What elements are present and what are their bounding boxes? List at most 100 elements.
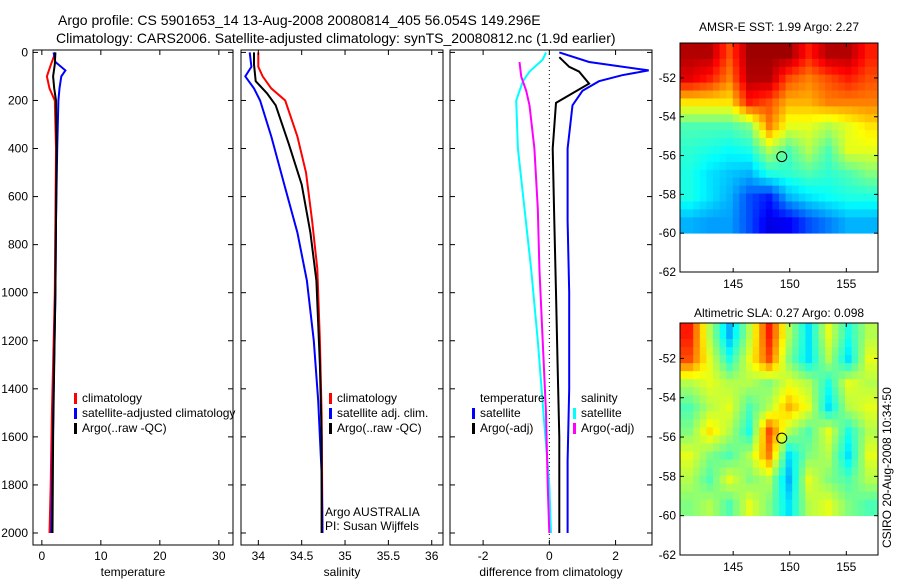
heatmap-cell: [765, 98, 773, 107]
heatmap-cell: [838, 379, 846, 388]
heatmap-cell: [732, 66, 740, 76]
heatmap-cell: [825, 499, 833, 509]
heatmap-cell: [831, 58, 839, 68]
heatmap-cell: [759, 379, 767, 388]
legend-swatch-black: [472, 423, 475, 434]
heatmap-cell: [845, 435, 852, 444]
heatmap-cell: [858, 58, 866, 68]
heatmap-cell: [851, 355, 859, 364]
heatmap-cell: [772, 451, 780, 460]
heatmap-cell: [765, 467, 773, 476]
heatmap-cell: [772, 419, 780, 428]
heatmap-cell: [713, 185, 720, 194]
heatmap-cell: [805, 74, 813, 84]
heatmap-cell: [732, 201, 740, 210]
heatmap-cell: [871, 146, 879, 155]
heatmap-cell: [746, 491, 753, 501]
heatmap-cell: [779, 475, 786, 484]
heatmap-cell: [818, 339, 826, 348]
heatmap-cell: [864, 507, 872, 517]
heatmap-cell: [732, 475, 740, 484]
heatmap-cell: [739, 395, 747, 404]
heatmap-cell: [739, 225, 747, 234]
heatmap-cell: [812, 161, 819, 171]
heatmap-cell: [693, 209, 701, 218]
heatmap-cell: [772, 403, 780, 412]
heatmap-cell: [686, 331, 694, 340]
heatmap-cell: [680, 507, 687, 517]
series-line-blue: [558, 51, 649, 533]
heatmap-cell: [765, 323, 773, 332]
heatmap-cell: [739, 435, 747, 444]
heatmap-cell: [779, 43, 786, 52]
heatmap-cell: [779, 339, 786, 348]
heatmap-cell: [732, 177, 740, 187]
heatmap-cell: [825, 201, 833, 210]
heatmap-cell: [845, 114, 852, 123]
heatmap-cell: [772, 50, 780, 60]
heatmap-cell: [792, 403, 800, 412]
heatmap-cell: [699, 209, 707, 218]
heatmap-cell: [858, 403, 866, 412]
heatmap-cell: [831, 161, 839, 171]
heatmap-cell: [706, 387, 714, 396]
heatmap-cell: [765, 347, 773, 356]
heatmap-cell: [792, 185, 800, 194]
heatmap-cell: [765, 475, 773, 484]
heatmap-cell: [739, 177, 747, 187]
heatmap-cell: [759, 74, 767, 84]
heatmap-cell: [851, 507, 859, 517]
heatmap-cell: [746, 435, 753, 444]
heatmap-cell: [825, 106, 833, 115]
heatmap-cell: [825, 138, 833, 147]
heatmap-cell: [851, 331, 859, 340]
heatmap-cell: [779, 98, 786, 107]
heatmap-cell: [759, 355, 767, 364]
heatmap-cell: [871, 379, 879, 388]
heatmap-cell: [871, 185, 879, 194]
heatmap-cell: [805, 491, 813, 501]
heatmap-cell: [732, 193, 740, 202]
legend-swatch-blue: [472, 408, 475, 419]
heatmap-cell: [838, 98, 846, 107]
heatmap-cell: [752, 435, 760, 444]
heatmap-cell: [812, 443, 819, 452]
heatmap-cell: [772, 217, 780, 226]
heatmap-cell: [759, 443, 767, 452]
heatmap-cell: [706, 435, 714, 444]
heatmap-cell: [699, 379, 707, 388]
x-tick-label: 10: [94, 549, 108, 563]
heatmap-cell: [792, 74, 800, 84]
heatmap-cell: [699, 193, 707, 202]
heatmap-cell: [699, 411, 707, 420]
heatmap-cell: [752, 217, 760, 226]
heatmap-cell: [825, 66, 833, 76]
y-tick-label: 1400: [1, 382, 28, 396]
map-frame: [679, 42, 879, 273]
heatmap-cell: [699, 217, 707, 226]
heatmap-cell: [732, 138, 740, 147]
heatmap-cell: [864, 146, 872, 155]
heatmap-cell: [831, 347, 839, 356]
heatmap-cell: [838, 217, 846, 226]
heatmap-cell: [746, 74, 753, 84]
heatmap-cell: [831, 483, 839, 492]
heatmap-cell: [779, 74, 786, 84]
heatmap-cell: [805, 411, 813, 420]
heatmap-cell: [772, 395, 780, 404]
heatmap-cell: [765, 427, 773, 436]
heatmap-cell: [772, 363, 780, 372]
heatmap-cell: [812, 419, 819, 428]
heatmap-cell: [812, 427, 819, 436]
x-tick-label: 35: [338, 549, 352, 563]
heatmap-cell: [732, 331, 740, 340]
heatmap-cell: [792, 169, 800, 179]
heatmap-cell: [752, 467, 760, 476]
heatmap-cell: [759, 43, 767, 52]
heatmap-cell: [746, 169, 753, 179]
heatmap-cell: [851, 499, 859, 509]
heatmap-cell: [858, 130, 866, 139]
heatmap-cell: [779, 209, 786, 218]
heatmap-cell: [746, 114, 753, 123]
heatmap-cell: [719, 467, 727, 476]
